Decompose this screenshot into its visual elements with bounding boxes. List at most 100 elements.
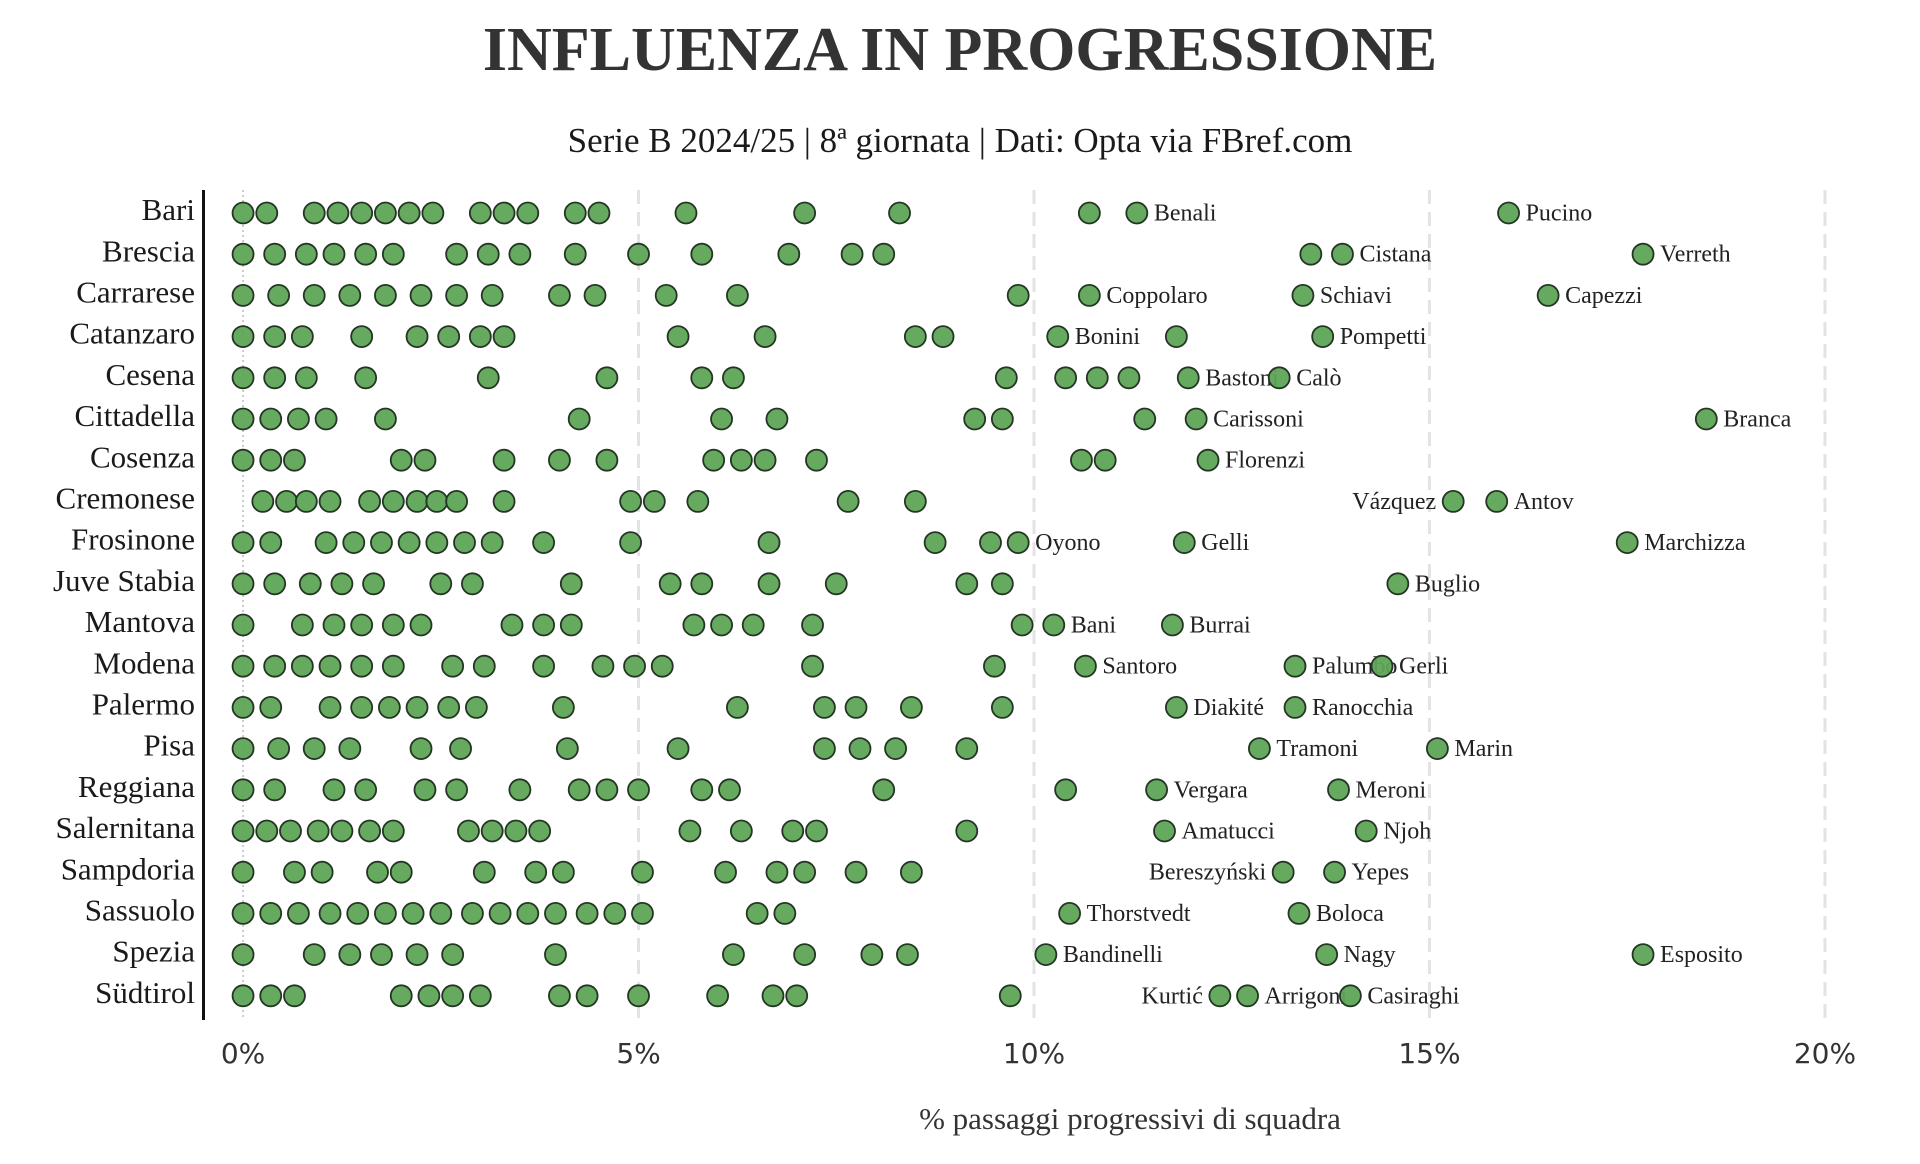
- dot: [290, 654, 314, 678]
- dot: [1117, 366, 1141, 390]
- team-label: Catanzaro: [69, 316, 195, 351]
- dot: [896, 943, 919, 966]
- dot: [338, 943, 362, 966]
- dot: [900, 860, 923, 884]
- dot: [397, 531, 421, 554]
- dot: [480, 819, 504, 843]
- dot: [283, 448, 306, 472]
- player-label: Marchizza: [1644, 530, 1746, 556]
- dot: [1631, 943, 1655, 966]
- dot: [263, 325, 287, 349]
- dot: [1311, 325, 1335, 349]
- dot: [318, 654, 342, 678]
- dot: [358, 819, 382, 843]
- dot: [595, 778, 619, 802]
- dot: [480, 283, 504, 307]
- dot: [1497, 201, 1520, 225]
- dot: [812, 737, 836, 760]
- dot: [231, 819, 255, 843]
- dot: [1196, 448, 1220, 472]
- x-tick-label: 5%: [616, 1037, 660, 1070]
- dot: [801, 613, 824, 637]
- dot: [397, 201, 421, 225]
- team-label: Reggiana: [78, 769, 195, 804]
- dot: [302, 737, 326, 760]
- team-label: Modena: [93, 645, 195, 680]
- dot: [548, 984, 571, 1008]
- dot: [314, 531, 338, 554]
- dot: [765, 860, 789, 884]
- dot: [492, 489, 516, 513]
- dot: [294, 366, 318, 390]
- dot: [381, 654, 405, 678]
- dot: [464, 696, 488, 719]
- dot: [793, 860, 817, 884]
- dot: [1287, 902, 1311, 925]
- dot: [461, 902, 484, 925]
- player-label: Buglio: [1415, 571, 1480, 597]
- dot: [267, 283, 291, 307]
- dot: [1153, 819, 1176, 843]
- dot: [405, 943, 429, 966]
- dot: [1054, 778, 1078, 802]
- dot: [1248, 737, 1271, 760]
- dot: [259, 984, 283, 1008]
- dot: [872, 778, 896, 802]
- dot: [275, 489, 298, 513]
- player-label: Cistana: [1359, 242, 1431, 268]
- dot: [283, 860, 306, 884]
- player-label: Tramoni: [1276, 736, 1358, 762]
- dot: [642, 489, 666, 513]
- dot: [468, 201, 492, 225]
- dot: [302, 201, 326, 225]
- player-label: Bonini: [1075, 324, 1141, 350]
- dot: [1315, 943, 1339, 966]
- dot: [844, 860, 868, 884]
- dot: [251, 489, 275, 513]
- dot: [405, 696, 429, 719]
- x-tick-label: 20%: [1794, 1037, 1856, 1070]
- dot: [627, 984, 650, 1008]
- dot: [318, 902, 342, 925]
- team-label: Sassuolo: [85, 893, 195, 928]
- dot: [1093, 448, 1117, 472]
- dot: [903, 325, 927, 349]
- dot: [682, 613, 706, 637]
- dot: [267, 737, 291, 760]
- dot: [504, 819, 528, 843]
- player-label: Marin: [1454, 736, 1513, 762]
- dot: [374, 283, 397, 307]
- dot: [1006, 531, 1030, 554]
- dot: [619, 489, 643, 513]
- dot: [290, 613, 314, 637]
- dot: [690, 242, 714, 266]
- dot: [350, 201, 374, 225]
- dot: [1208, 984, 1232, 1008]
- player-label: Calò: [1296, 365, 1341, 391]
- player-label: Bereszyński: [1149, 860, 1267, 886]
- dot: [425, 531, 449, 554]
- dot: [666, 737, 690, 760]
- dot: [263, 366, 287, 390]
- dot: [1042, 613, 1066, 637]
- dot: [805, 448, 828, 472]
- dot: [354, 366, 378, 390]
- dot: [472, 860, 496, 884]
- dot: [1536, 283, 1560, 307]
- player-label: Florenzi: [1225, 448, 1305, 474]
- dot: [718, 778, 741, 802]
- dot: [603, 902, 627, 925]
- dot: [381, 613, 405, 637]
- dot: [445, 778, 469, 802]
- dot: [322, 613, 346, 637]
- team-label: Juve Stabia: [53, 563, 195, 598]
- dot: [1425, 737, 1449, 760]
- dot: [998, 984, 1022, 1008]
- dot: [287, 902, 310, 925]
- dot: [318, 489, 342, 513]
- chart-subtitle: Serie B 2024/25 | 8ª giornata | Dati: Op…: [568, 121, 1353, 160]
- x-axis-label: % passaggi progressivi di squadra: [919, 1101, 1341, 1136]
- player-label: Gelli: [1201, 530, 1249, 556]
- dot: [575, 984, 599, 1008]
- player-label: Thorstvedt: [1087, 901, 1191, 927]
